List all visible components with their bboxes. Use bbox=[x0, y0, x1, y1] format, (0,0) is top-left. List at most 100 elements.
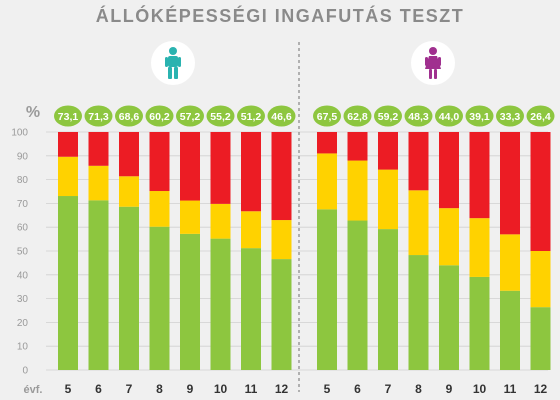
male-bar-10-yellow bbox=[210, 203, 231, 239]
female-badge-12 bbox=[526, 105, 555, 127]
female-bar-6-green bbox=[347, 220, 368, 370]
female-category-label: 6 bbox=[354, 382, 361, 396]
female-category-label: 11 bbox=[504, 382, 517, 396]
y-tick-label: 80 bbox=[17, 175, 29, 186]
male-bar-12-red bbox=[271, 132, 292, 221]
female-badge-11 bbox=[496, 105, 524, 127]
female-bar-8-red bbox=[408, 132, 429, 191]
female-badge-label: 62,8 bbox=[347, 111, 368, 123]
male-badge-5 bbox=[54, 105, 82, 127]
female-bar-7-yellow bbox=[378, 169, 398, 230]
female-category-label: 10 bbox=[473, 382, 487, 396]
female-category-label: 5 bbox=[324, 382, 331, 396]
x-axis-label: évf. bbox=[24, 384, 43, 396]
y-axis-label: % bbox=[26, 104, 40, 121]
male-badge-10 bbox=[206, 105, 235, 127]
female-badge-label: 26,4 bbox=[530, 111, 551, 123]
male-bar-12-green bbox=[271, 259, 292, 370]
female-bar-5-green bbox=[317, 209, 337, 370]
female-category-label: 7 bbox=[385, 382, 392, 396]
y-tick-label: 50 bbox=[17, 247, 29, 258]
male-bar-6-red bbox=[88, 132, 109, 166]
female-bar-8-yellow bbox=[408, 190, 429, 256]
male-bar-5-green bbox=[58, 196, 78, 370]
male-bar-8-green bbox=[149, 226, 170, 370]
female-bar-5-yellow bbox=[317, 153, 337, 210]
female-bar-7-green bbox=[378, 229, 398, 370]
male-bar-11-green bbox=[241, 248, 261, 370]
female-badge-label: 67,5 bbox=[317, 111, 338, 123]
y-tick-label: 60 bbox=[17, 223, 29, 234]
male-badge-label: 73,1 bbox=[58, 111, 79, 123]
female-bar-7-red bbox=[378, 132, 398, 170]
male-badge-8 bbox=[145, 105, 174, 127]
y-tick-label: 20 bbox=[17, 318, 29, 329]
y-axis: 0 10 20 30 40 50 60 70 80 90 100 bbox=[11, 128, 28, 377]
female-person-icon bbox=[411, 41, 455, 85]
y-tick-label: 90 bbox=[17, 151, 29, 162]
y-tick-label: 0 bbox=[22, 366, 28, 377]
y-tick-label: 30 bbox=[17, 294, 29, 305]
chart-title: ÁLLÓKÉPESSÉGI INGAFUTÁS TESZT bbox=[95, 6, 465, 26]
female-bar-9-yellow bbox=[439, 208, 459, 266]
female-badge-label: 59,2 bbox=[378, 111, 399, 123]
female-bar-10-green bbox=[469, 276, 490, 370]
female-category-label: 12 bbox=[534, 382, 548, 396]
female-category-label: 8 bbox=[415, 382, 422, 396]
female-badge-8 bbox=[404, 105, 433, 127]
male-category-label: 5 bbox=[65, 382, 72, 396]
female-badge-label: 48,3 bbox=[408, 111, 429, 123]
female-badge-5 bbox=[313, 105, 341, 127]
female-bar-9-green bbox=[439, 265, 459, 370]
male-bar-9-green bbox=[180, 233, 200, 370]
male-badge-label: 71,3 bbox=[88, 111, 109, 123]
y-tick-label: 70 bbox=[17, 199, 29, 210]
female-bar-12-yellow bbox=[530, 251, 551, 308]
male-bar-10-green bbox=[210, 238, 231, 370]
male-badge-label: 46,6 bbox=[271, 111, 292, 123]
male-bar-7-yellow bbox=[119, 176, 139, 207]
male-category-label: 11 bbox=[245, 382, 258, 396]
female-bar-6-red bbox=[347, 132, 368, 161]
male-badge-label: 60,2 bbox=[149, 111, 170, 123]
female-badge-9 bbox=[435, 105, 463, 127]
male-category-label: 6 bbox=[95, 382, 102, 396]
male-badge-label: 68,6 bbox=[119, 111, 140, 123]
male-badge-7 bbox=[115, 105, 143, 127]
male-badge-9 bbox=[176, 105, 204, 127]
female-bar-11-green bbox=[500, 290, 520, 370]
male-badge-label: 55,2 bbox=[210, 111, 231, 123]
male-person-icon bbox=[151, 41, 195, 85]
female-bar-6-yellow bbox=[347, 160, 368, 221]
male-badge-11 bbox=[237, 105, 265, 127]
male-bar-6-yellow bbox=[88, 165, 109, 201]
male-badge-label: 57,2 bbox=[180, 111, 201, 123]
male-category-label: 9 bbox=[187, 382, 194, 396]
female-badge-6 bbox=[343, 105, 372, 127]
y-tick-label: 10 bbox=[17, 342, 29, 353]
male-category-label: 8 bbox=[156, 382, 163, 396]
female-bar-8-green bbox=[408, 255, 429, 370]
male-badge-12 bbox=[267, 105, 296, 127]
female-bar-11-yellow bbox=[500, 234, 520, 291]
female-badge-label: 39,1 bbox=[469, 111, 490, 123]
male-category-label: 7 bbox=[126, 382, 133, 396]
female-bar-5-red bbox=[317, 132, 337, 154]
female-bar-10-yellow bbox=[469, 218, 490, 277]
female-bar-12-green bbox=[530, 307, 551, 370]
male-category-label: 12 bbox=[275, 382, 289, 396]
male-bar-7-red bbox=[119, 132, 139, 177]
male-bar-9-yellow bbox=[180, 200, 200, 234]
female-badge-label: 44,0 bbox=[439, 111, 460, 123]
female-category-label: 9 bbox=[446, 382, 453, 396]
male-bar-11-red bbox=[241, 132, 261, 212]
female-bar-12-red bbox=[530, 132, 551, 251]
male-bar-8-red bbox=[149, 132, 170, 192]
female-bar-10-red bbox=[469, 132, 490, 219]
y-tick-label: 100 bbox=[11, 128, 28, 139]
y-tick-label: 40 bbox=[17, 270, 29, 281]
male-bar-7-green bbox=[119, 206, 139, 370]
male-bar-6-green bbox=[88, 200, 109, 370]
male-bar-11-yellow bbox=[241, 211, 261, 249]
male-bar-8-yellow bbox=[149, 191, 170, 227]
